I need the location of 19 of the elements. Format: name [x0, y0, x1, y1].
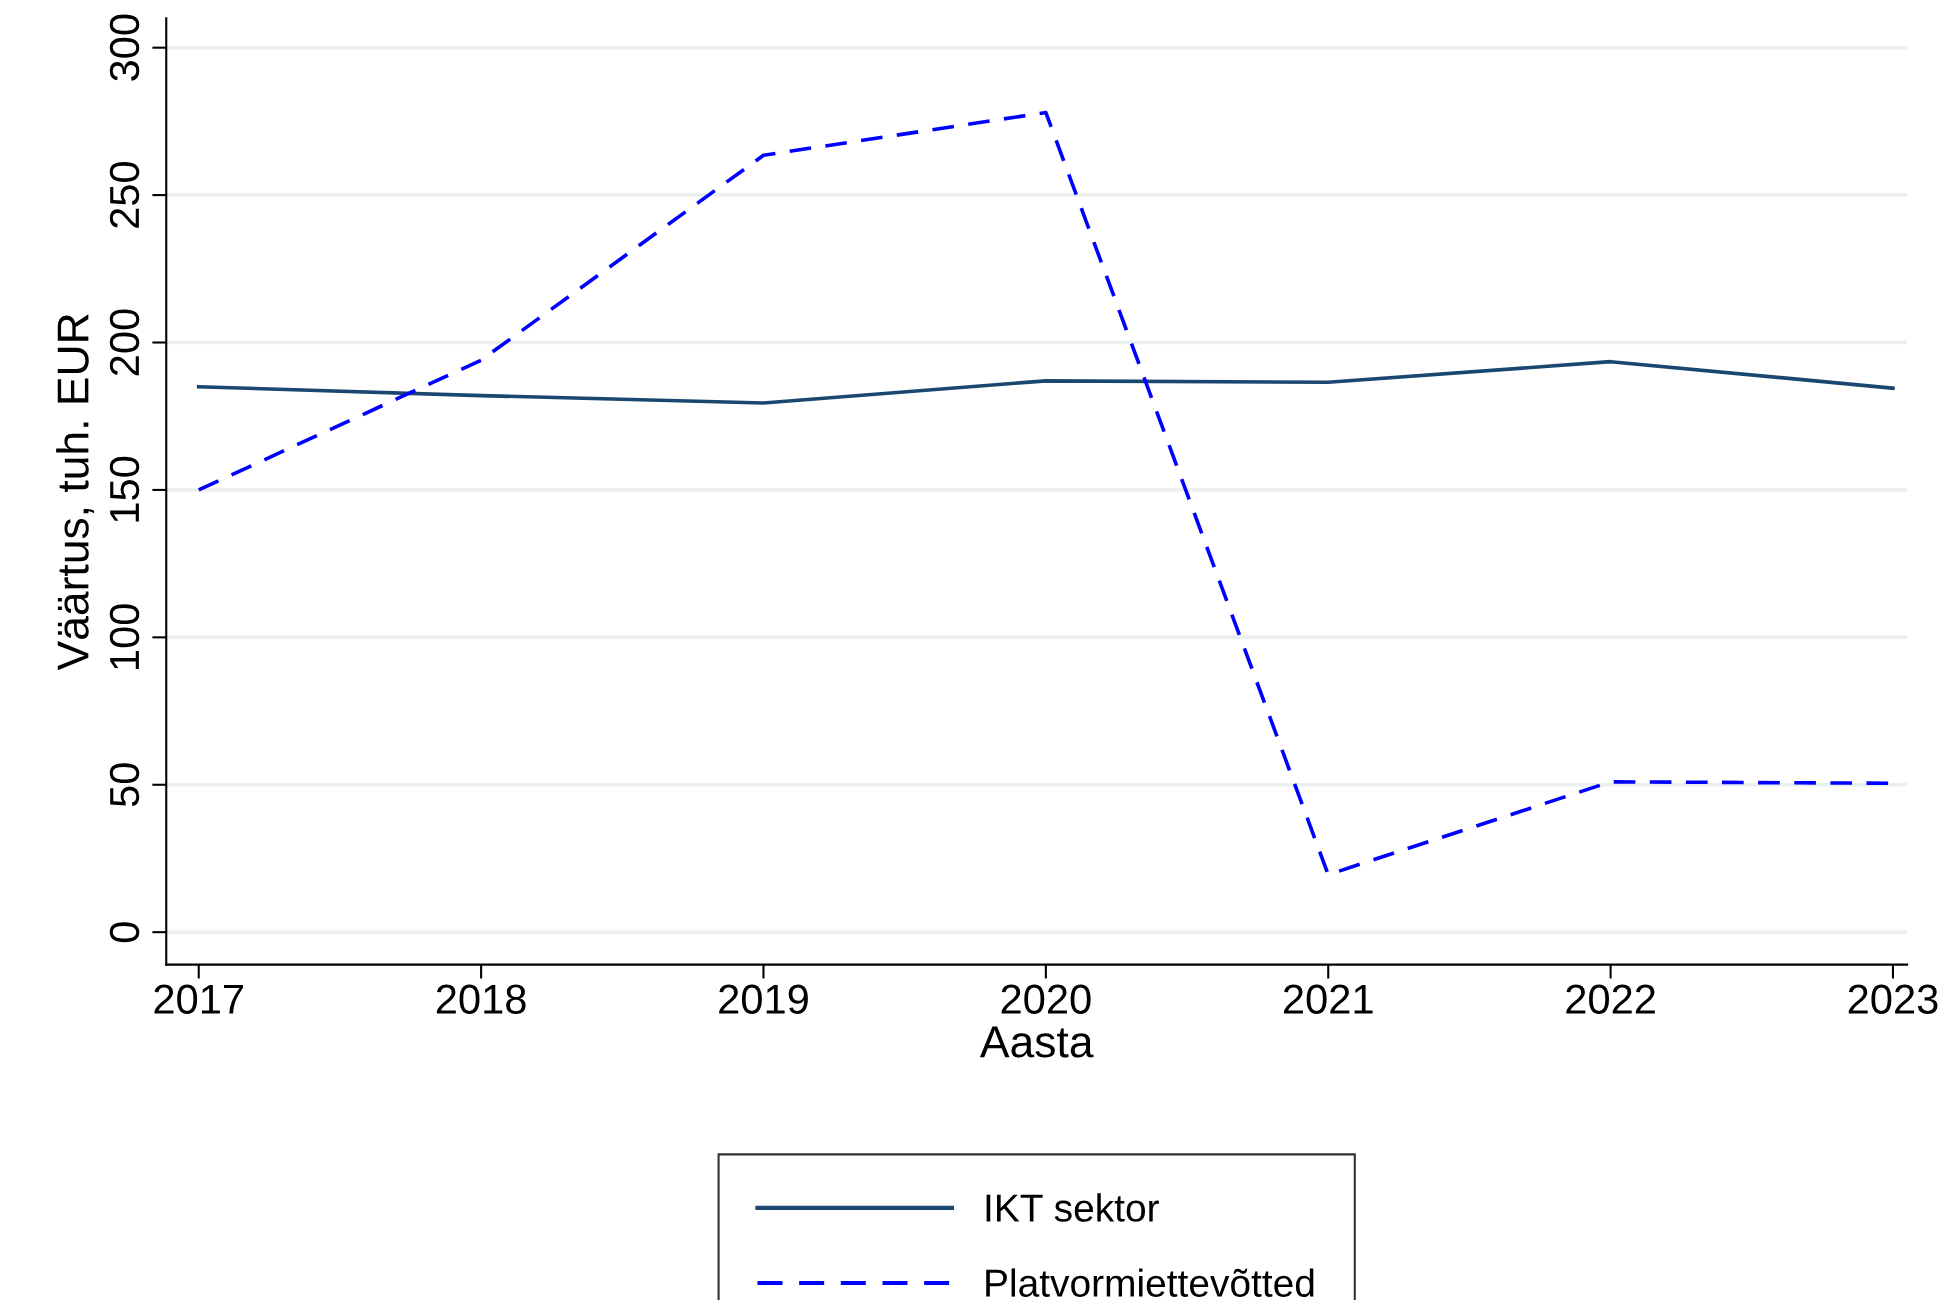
- y-tick-label: 200: [109, 309, 140, 376]
- y-tick-label: 300: [109, 14, 140, 81]
- legend-label: IKT sektor: [986, 1193, 1159, 1222]
- x-tick-label: 2020: [1001, 984, 1091, 1014]
- x-axis-title: Aasta: [979, 1026, 1094, 1058]
- y-axis-title: Väärtus, tuh. EUR: [56, 314, 95, 671]
- x-tick-label: 2019: [719, 984, 808, 1014]
- y-tick-label: 250: [109, 161, 140, 228]
- x-tick-label: 2021: [1283, 984, 1373, 1014]
- x-tick-label: 2023: [1848, 984, 1938, 1014]
- y-tick-label: 50: [109, 763, 140, 807]
- y-tick-label: 0: [109, 922, 140, 943]
- y-tick-label: 150: [109, 456, 140, 522]
- x-tick-label: 2017: [154, 984, 243, 1014]
- x-tick-label: 2018: [436, 984, 526, 1014]
- line-series: [196, 359, 1895, 405]
- legend-label: Platvormiettevõtted: [986, 1268, 1314, 1297]
- y-tick-label: 100: [109, 604, 140, 669]
- x-tick-label: 2022: [1566, 984, 1655, 1014]
